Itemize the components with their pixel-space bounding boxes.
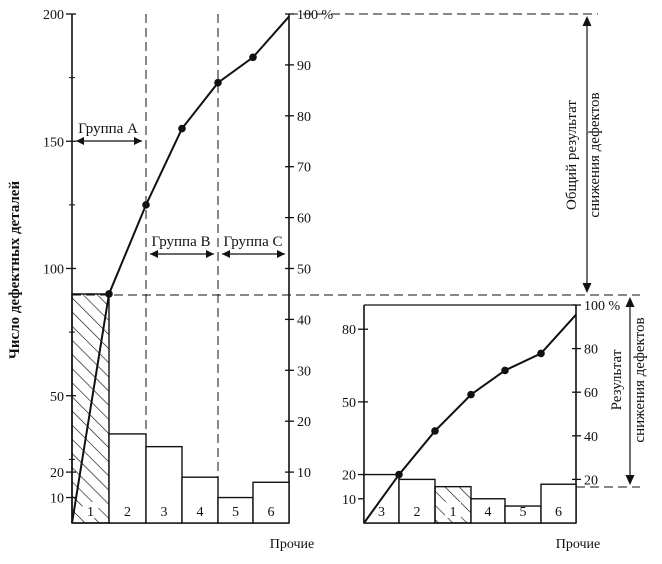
- cumulative-point: [537, 349, 545, 358]
- right-tick-label: 40: [297, 313, 311, 328]
- cumulative-point: [178, 124, 186, 133]
- bar-label: 1: [450, 505, 457, 520]
- left-tick-label: 20: [342, 469, 356, 484]
- left-tick-label: 10: [50, 492, 64, 507]
- bar-3: [145, 445, 183, 524]
- cumulative-point: [467, 390, 475, 399]
- right-tick-label: 100 %: [584, 299, 621, 314]
- group-c-arrow: [222, 250, 285, 258]
- left-x-label: Прочие: [270, 537, 315, 552]
- bar-label: 2: [124, 505, 131, 520]
- left-y-axis-label: Число дефектных деталей: [7, 181, 23, 360]
- bar-label: 6: [555, 505, 562, 520]
- bar-label: 5: [232, 505, 239, 520]
- bar-5: [217, 496, 254, 524]
- bar-label: 1: [87, 505, 94, 520]
- right-tick-label: 90: [297, 59, 311, 74]
- cumulative-point: [214, 78, 222, 87]
- bar-label: 5: [520, 505, 527, 520]
- right-tick-label: 70: [297, 161, 311, 176]
- right-tick-label: 60: [584, 386, 598, 401]
- result-label-1: Результат: [609, 349, 625, 410]
- right-tick-label: 50: [297, 263, 311, 278]
- total-result-label-2: снижения дефектов: [587, 92, 603, 217]
- cumulative-point: [431, 427, 439, 435]
- right-tick-label: 80: [584, 343, 598, 358]
- cumulative-point: [105, 290, 113, 298]
- left-tick-label: 50: [50, 390, 64, 405]
- bar-label: 3: [161, 505, 168, 520]
- bar-4: [470, 498, 506, 524]
- bar-label: 4: [485, 505, 492, 520]
- bar-label: 2: [414, 505, 421, 520]
- group-a-label: Группа А: [78, 121, 138, 137]
- left-tick-label: 50: [342, 396, 356, 411]
- bar-6: [252, 481, 290, 524]
- right-tick-label: 60: [297, 212, 311, 227]
- cumulative-point: [395, 470, 403, 479]
- group-c-label: Группа С: [224, 234, 283, 250]
- bar-label-backing: [445, 502, 461, 518]
- bar-label: 4: [197, 505, 204, 520]
- cumulative-point: [501, 366, 509, 375]
- right-tick-label: 10: [297, 466, 311, 481]
- left-tick-label: 20: [50, 466, 64, 481]
- group-b-label: Группа В: [152, 234, 211, 250]
- bar-2: [108, 433, 147, 524]
- right-tick-label: 40: [584, 430, 598, 445]
- result-arrow: [625, 297, 635, 485]
- bar-4: [181, 476, 219, 524]
- bar-label: 3: [378, 505, 385, 520]
- bar-label: 6: [268, 505, 275, 520]
- left-tick-label: 100: [43, 263, 64, 278]
- cumulative-point: [249, 53, 257, 62]
- bar-2: [398, 478, 436, 524]
- result-label-2: снижения дефектов: [632, 317, 648, 442]
- bar-6: [540, 483, 577, 524]
- left-tick-label: 80: [342, 323, 356, 338]
- left-tick-label: 200: [43, 8, 64, 23]
- group-a-arrow: [76, 137, 142, 145]
- right-tick-label: 100 %: [297, 8, 334, 23]
- right-tick-label: 20: [584, 473, 598, 488]
- total-result-arrow: [582, 16, 592, 293]
- bar-label-backing: [82, 502, 99, 518]
- left-tick-label: 150: [43, 135, 64, 150]
- right-pareto-chart: 10 20 50 80 20 40 60 80 100 % 3 2 1 4 5 6 Прочие: [342, 299, 621, 552]
- total-result-label-1: Общий результат: [564, 100, 580, 210]
- right-tick-label: 80: [297, 110, 311, 125]
- group-b-arrow: [150, 250, 214, 258]
- left-tick-label: 10: [342, 493, 356, 508]
- right-tick-label: 20: [297, 415, 311, 430]
- right-x-label: Прочие: [556, 537, 601, 552]
- right-tick-label: 30: [297, 364, 311, 379]
